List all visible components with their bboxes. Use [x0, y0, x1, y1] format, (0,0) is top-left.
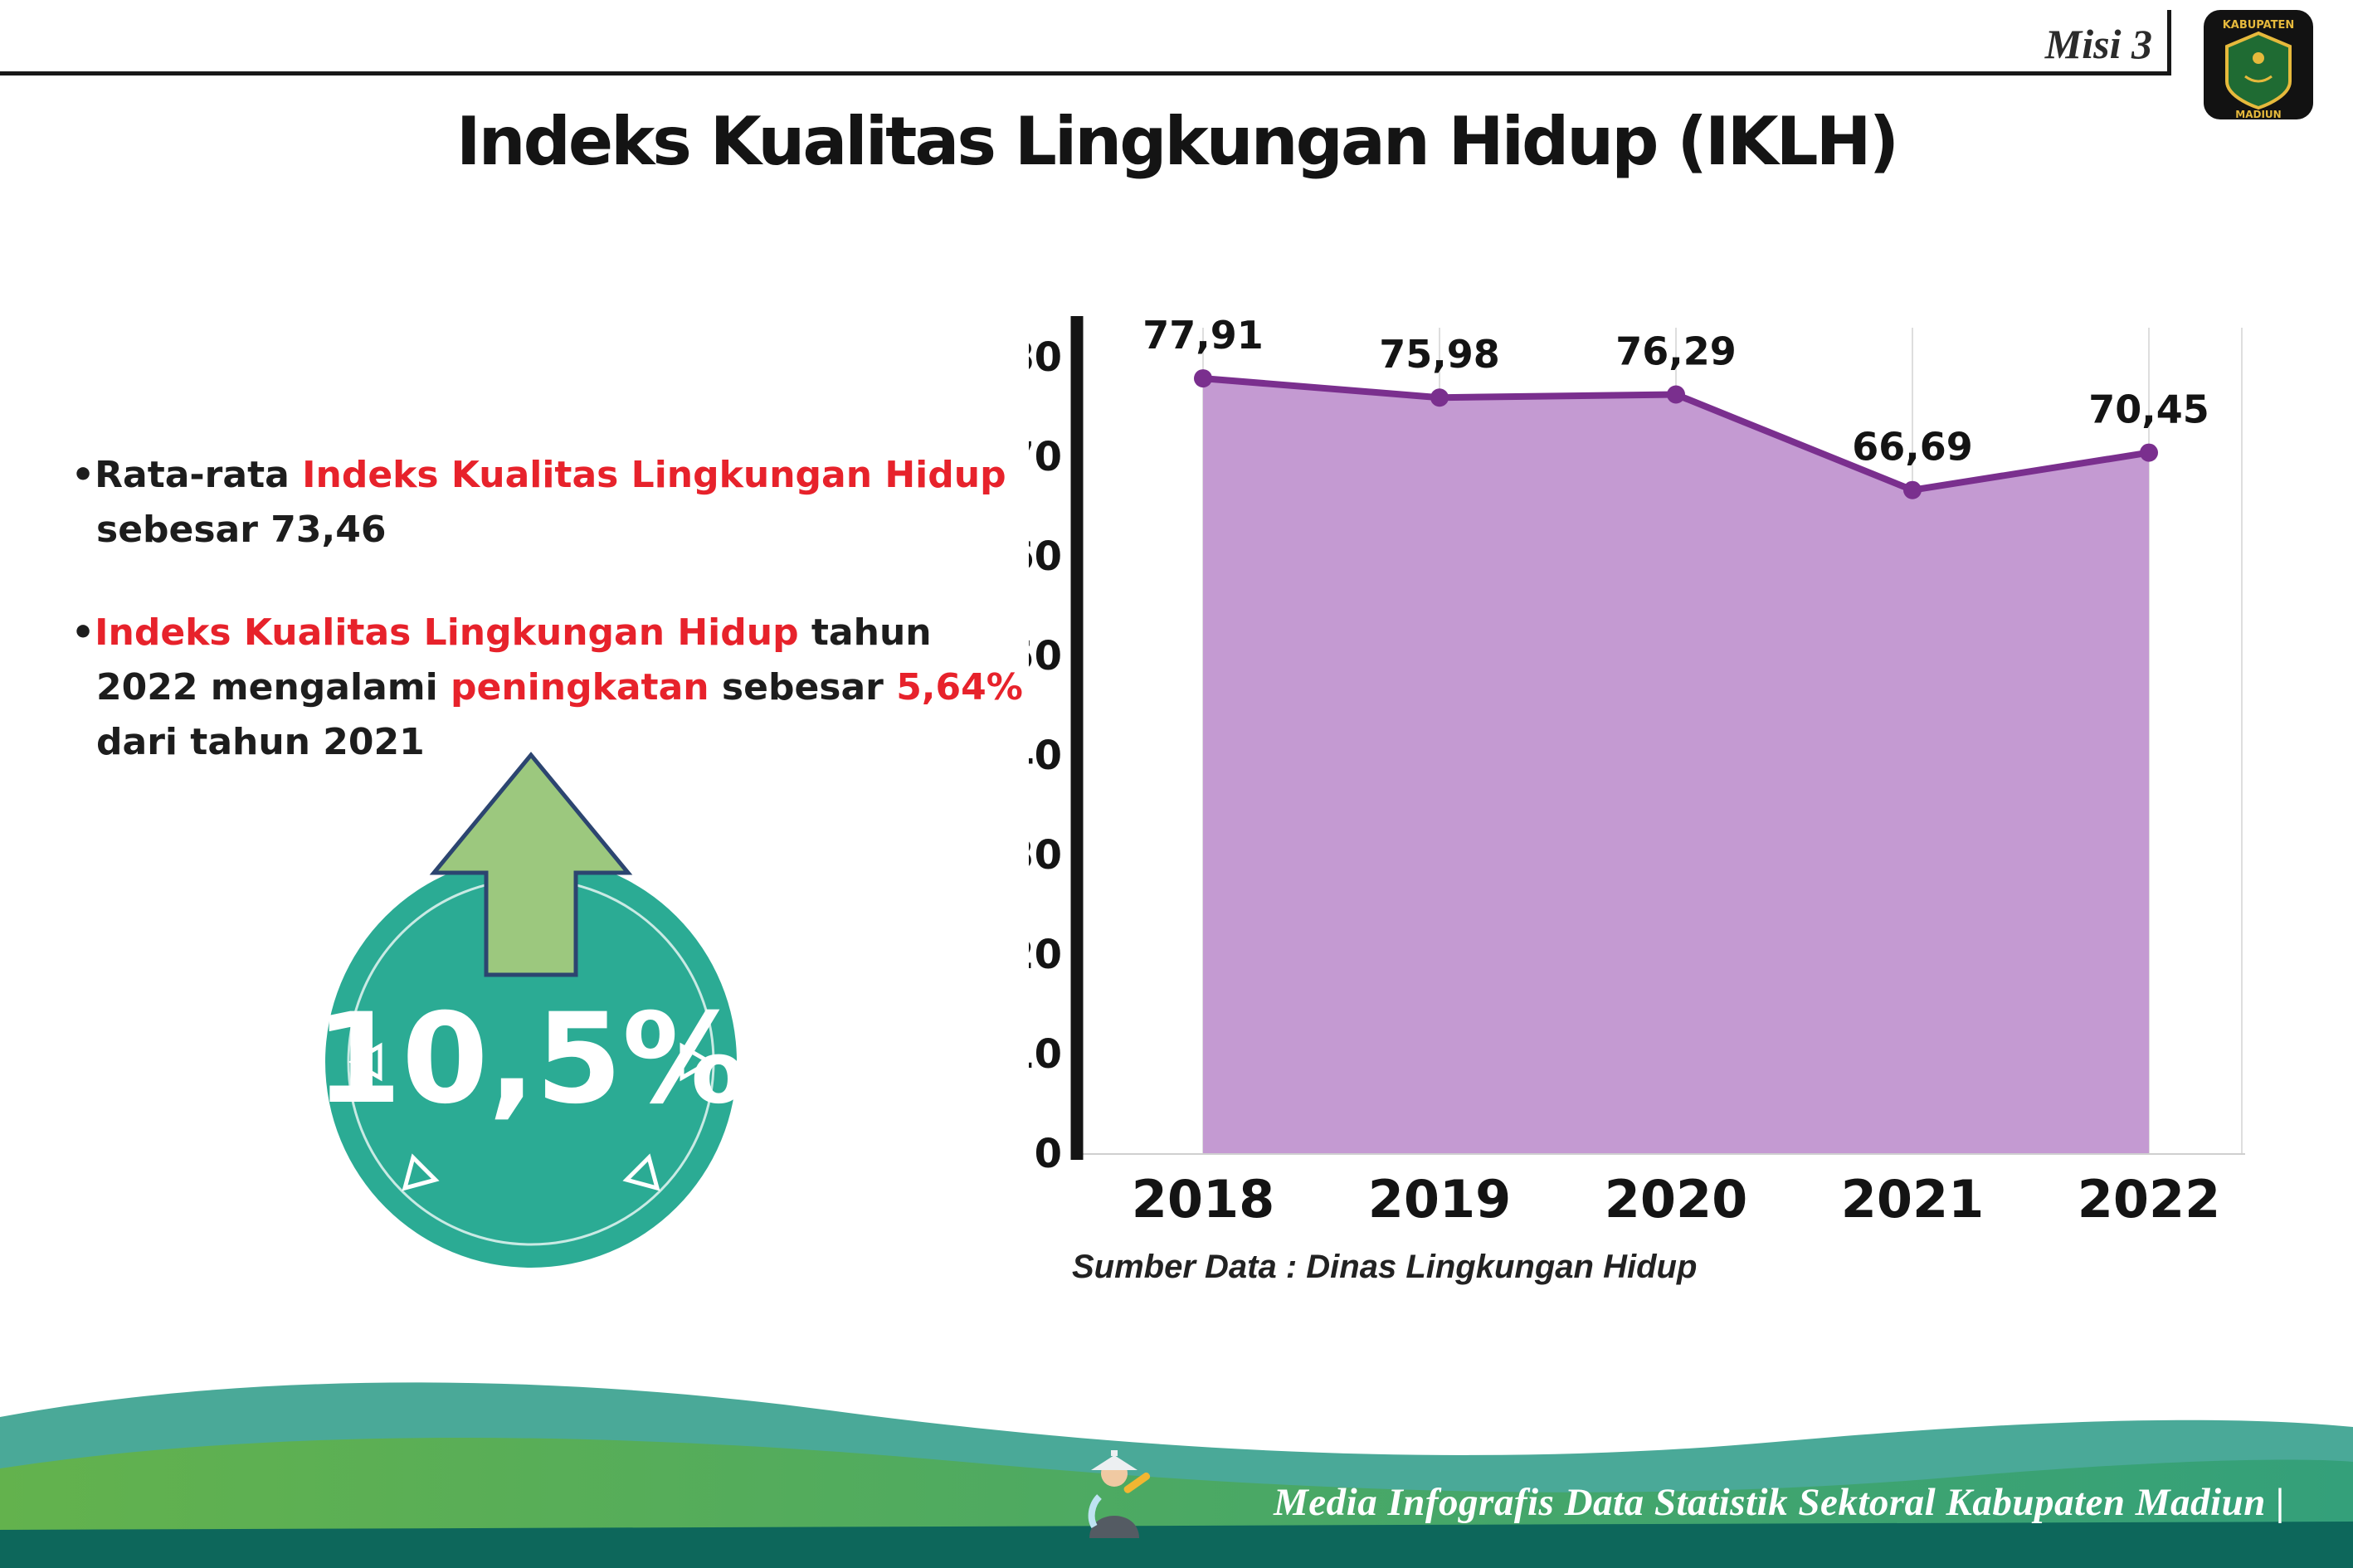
header-rule — [0, 71, 2167, 75]
data-label: 70,45 — [2088, 387, 2209, 432]
x-axis-label: 2018 — [1132, 1169, 1275, 1230]
text-segment: dari tahun 2021 — [96, 721, 425, 763]
text-segment-highlight: Indeks Kualitas Lingkungan Hidup — [302, 454, 1006, 496]
text-segment: sebesar — [709, 666, 897, 709]
y-tick-label: 60 — [1029, 533, 1062, 580]
y-tick-label: 0 — [1035, 1131, 1062, 1177]
y-tick-label: 40 — [1029, 733, 1062, 779]
logo-text-top: KABUPATEN — [2223, 19, 2295, 32]
x-axis-label: 2019 — [1368, 1169, 1512, 1230]
misi-label: Misi 3 — [2044, 21, 2152, 67]
badge-circle — [325, 856, 737, 1268]
y-tick-label: 80 — [1029, 334, 1062, 381]
text-segment: sebesar 73,46 — [96, 509, 387, 551]
text-segment-highlight: peningkatan — [451, 666, 709, 709]
y-tick-label: 10 — [1029, 1031, 1062, 1078]
logo-shield-icon — [2225, 31, 2292, 110]
data-point — [1194, 369, 1212, 388]
text-segment: Rata-rata — [95, 454, 303, 496]
up-arrow-icon — [429, 752, 633, 977]
data-label: 76,29 — [1615, 329, 1737, 374]
mascot-icon — [1088, 1450, 1151, 1538]
data-point — [1903, 480, 1922, 499]
header-corner-line — [2167, 10, 2171, 75]
data-label: 77,91 — [1142, 313, 1264, 358]
triangle-tick-icon — [622, 1153, 660, 1191]
y-tick-label: 20 — [1029, 932, 1062, 978]
iklh-area-chart: 77,91 75,98 76,29 66,69 70,45 0 10 20 30 40 50 60 7… — [1029, 313, 2245, 1230]
data-label: 75,98 — [1379, 332, 1500, 377]
area-layer — [1203, 378, 2149, 1154]
y-tick-label: 30 — [1029, 832, 1062, 879]
badge-value: 10,5% — [315, 987, 747, 1132]
key-points: •Rata-rata Indeks Kualitas Lingkungan Hi… — [71, 448, 1025, 818]
footer-strip — [0, 1522, 2353, 1568]
data-label: 66,69 — [1852, 425, 1973, 470]
bullet-increase-2022: •Indeks Kualitas Lingkungan Hidup tahun … — [71, 606, 1025, 770]
increase-badge: 10,5% — [315, 752, 747, 1268]
bullet-marker: • — [71, 611, 95, 654]
triangle-tick-icon — [402, 1153, 440, 1191]
logo-banner-icon — [2244, 75, 2273, 83]
kabupaten-madiun-logo: KABUPATEN MADIUN — [2204, 10, 2313, 119]
point-labels: 77,91 75,98 76,29 66,69 70,45 — [1142, 313, 2209, 470]
bullet-average-iklh: •Rata-rata Indeks Kualitas Lingkungan Hi… — [71, 448, 1025, 558]
data-point — [2140, 443, 2158, 462]
badge-tick-triangles — [348, 1042, 714, 1191]
x-axis-label: 2022 — [2078, 1169, 2221, 1230]
y-tick-labels: 0 10 20 30 40 50 60 70 80 — [1029, 334, 1062, 1177]
text-segment-highlight: Indeks Kualitas Lingkungan Hidup — [95, 611, 799, 654]
data-point — [1430, 388, 1449, 407]
x-axis-label: 2021 — [1841, 1169, 1985, 1230]
chart-source: Sumber Data : Dinas Lingkungan Hidup — [1072, 1249, 1698, 1285]
y-tick-label: 70 — [1029, 434, 1062, 480]
x-axis-label: 2020 — [1605, 1169, 1748, 1230]
logo-text-bottom: MADIUN — [2235, 109, 2281, 119]
page-title: Indeks Kualitas Lingkungan Hidup (IKLH) — [455, 103, 1899, 180]
data-point — [1667, 385, 1685, 404]
text-segment-highlight: 5,64% — [896, 666, 1023, 709]
triangle-tick-icon — [348, 1042, 382, 1082]
bullet-marker: • — [71, 454, 95, 496]
x-axis-labels: 2018 2019 2020 2021 2022 — [1132, 1169, 2221, 1230]
footer-waves — [0, 1382, 2353, 1568]
area-fill — [1203, 378, 2149, 1154]
logo-star-icon — [2253, 52, 2264, 64]
y-tick-label: 50 — [1029, 633, 1062, 679]
text-segment: tahun 2022 mengalami — [96, 611, 932, 709]
points-layer — [1194, 369, 2158, 499]
footer-caption: Media Infografis Data Statistik Sektoral… — [1274, 1481, 2285, 1524]
triangle-tick-icon — [680, 1042, 714, 1082]
